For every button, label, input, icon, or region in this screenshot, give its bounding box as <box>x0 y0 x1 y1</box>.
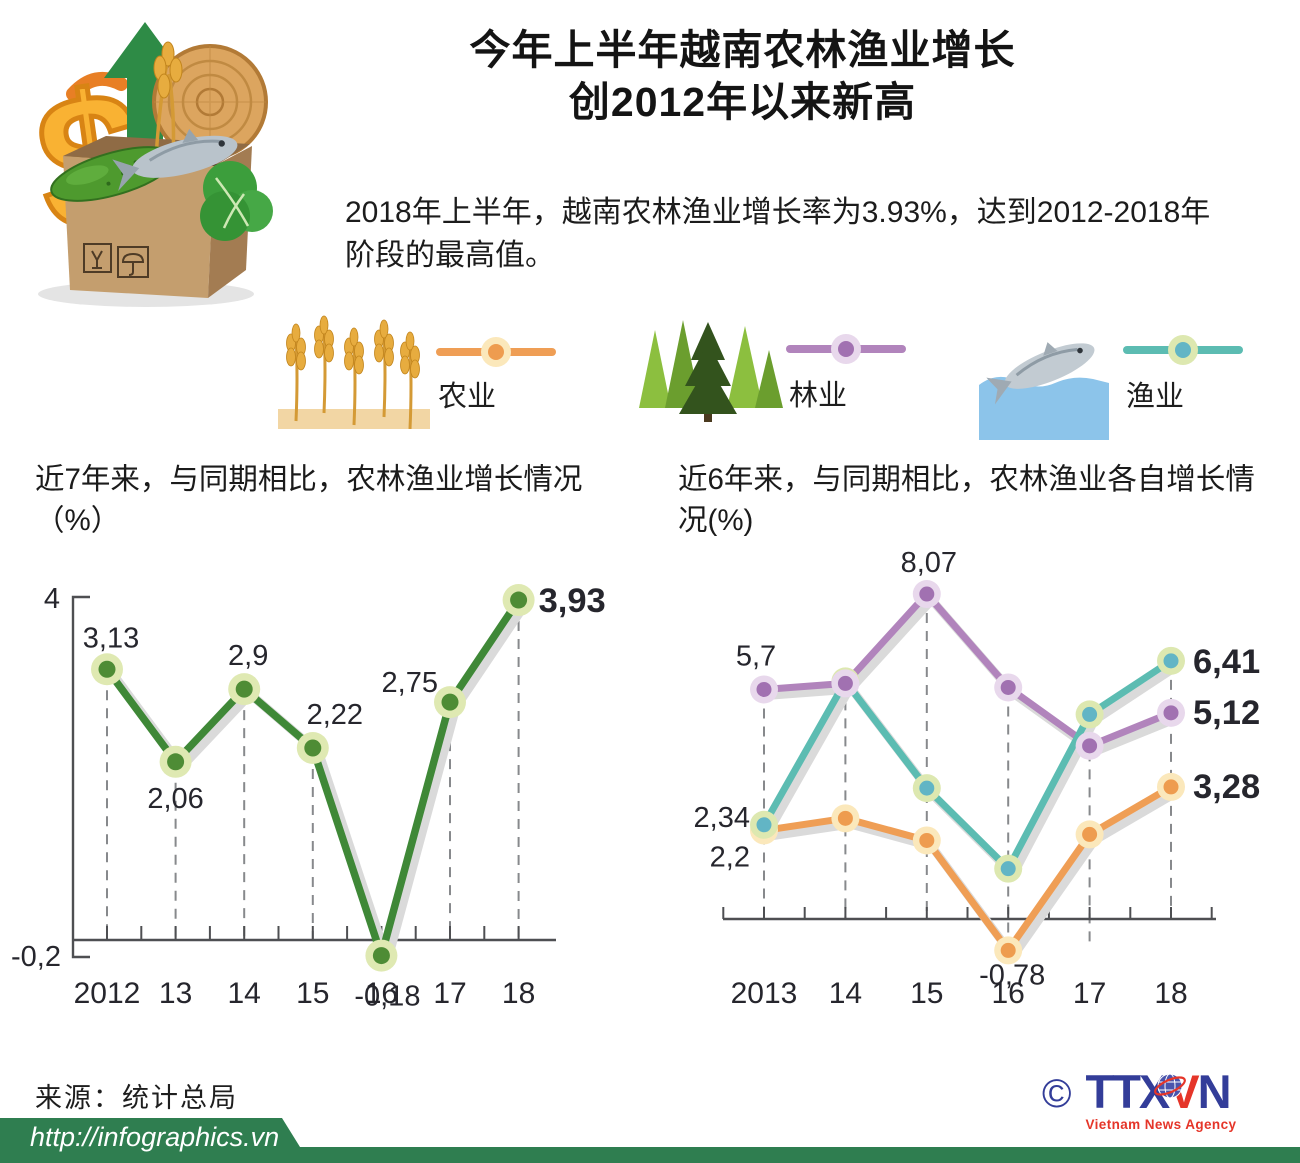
leafy-greens-icon <box>200 161 273 241</box>
legend-item-fishery: 渔业 <box>975 323 1285 448</box>
globe-icon <box>1154 1073 1187 1099</box>
svg-text:17: 17 <box>433 977 466 1010</box>
svg-text:14: 14 <box>829 977 862 1010</box>
source-text: 来源：统计总局 <box>35 1083 238 1113</box>
wheat-heads-icon <box>153 41 183 99</box>
svg-text:-0,78: -0,78 <box>979 959 1045 991</box>
logo-n: N <box>1197 1065 1232 1118</box>
harvest-box-illustration: $ <box>22 22 273 307</box>
svg-text:17: 17 <box>1073 977 1106 1010</box>
svg-text:2012: 2012 <box>74 977 141 1010</box>
svg-text:4: 4 <box>44 583 60 615</box>
fish-illustration-icon <box>112 128 238 191</box>
orange-handle-icon <box>66 71 128 101</box>
left-chart-title: 近7年来，与同期相比，农林渔业增长情况（%） <box>35 463 583 537</box>
page-title-line2: 创2012年以来新高 <box>568 79 917 126</box>
svg-text:5,7: 5,7 <box>736 640 776 672</box>
legend-item-forestry: 林业 <box>633 316 933 441</box>
page-title-line1: 今年上半年越南农林渔业增长 <box>469 27 1016 73</box>
legend-line-fishery <box>1123 333 1243 367</box>
overall-growth-line-chart: 4 -0,2 3,13 2,06 2,9 2,22 -0,18 2,75 3,93 2012 13 1… <box>11 582 606 1013</box>
copyright-icon: © <box>1042 1072 1072 1116</box>
svg-text:8,07: 8,07 <box>901 550 957 579</box>
legend-label-agriculture: 农业 <box>438 381 497 413</box>
svg-text:3,28: 3,28 <box>1193 768 1260 806</box>
svg-text:2,75: 2,75 <box>382 667 438 699</box>
svg-text:13: 13 <box>159 977 192 1010</box>
svg-text:18: 18 <box>502 977 535 1010</box>
legend-label-fishery: 渔业 <box>1126 381 1185 413</box>
svg-text:6,41: 6,41 <box>1193 643 1260 681</box>
svg-text:2,9: 2,9 <box>228 640 268 672</box>
fish-icon <box>979 342 1109 440</box>
ttxvn-letters: TTX VN <box>1085 1068 1236 1115</box>
svg-text:16: 16 <box>992 977 1025 1010</box>
svg-text:2,06: 2,06 <box>147 783 203 815</box>
svg-text:2,34: 2,34 <box>694 802 750 834</box>
svg-text:16: 16 <box>365 977 398 1010</box>
svg-text:15: 15 <box>910 977 943 1010</box>
legend-label-forestry: 林业 <box>789 380 848 412</box>
footer-band <box>0 1118 1300 1163</box>
svg-text:3,13: 3,13 <box>83 622 139 654</box>
sector-growth-line-chart: 2,2 -0,78 3,28 5,7 8,07 5,12 2,34 6,41 2013 14 15 1… <box>694 550 1261 1010</box>
legend-line-agriculture <box>436 335 556 369</box>
legend-item-agriculture: 农业 <box>278 313 578 438</box>
page-title: 今年上半年越南农林渔业增长 创2012年以来新高 <box>310 24 1175 129</box>
svg-text:18: 18 <box>1154 977 1187 1010</box>
svg-text:2013: 2013 <box>731 977 798 1010</box>
page-subtitle: 2018年上半年，越南农林渔业增长率为3.93%，达到2012-2018年阶段的… <box>345 196 1211 272</box>
svg-text:-0,18: -0,18 <box>354 981 420 1013</box>
logo-agency-text: Vietnam News Agency <box>1085 1117 1237 1132</box>
svg-text:15: 15 <box>296 977 329 1010</box>
svg-text:-0,2: -0,2 <box>11 941 61 973</box>
svg-text:2,2: 2,2 <box>710 841 750 873</box>
svg-text:14: 14 <box>228 977 261 1010</box>
fragile-symbols-icon <box>83 243 149 278</box>
ttxvn-logo: © TTX VN Vietnam News Agency <box>1042 1068 1236 1132</box>
svg-text:5,12: 5,12 <box>1193 694 1260 732</box>
right-chart-title: 近6年来，与同期相比，农林渔业各自增长情况(%) <box>678 463 1255 537</box>
legend-line-forestry <box>786 332 906 366</box>
wheat-icon <box>278 314 430 431</box>
footer-url: http://infographics.vn <box>30 1122 280 1152</box>
forest-icon <box>639 320 783 422</box>
svg-text:2,22: 2,22 <box>307 699 363 731</box>
svg-text:3,93: 3,93 <box>539 582 606 620</box>
